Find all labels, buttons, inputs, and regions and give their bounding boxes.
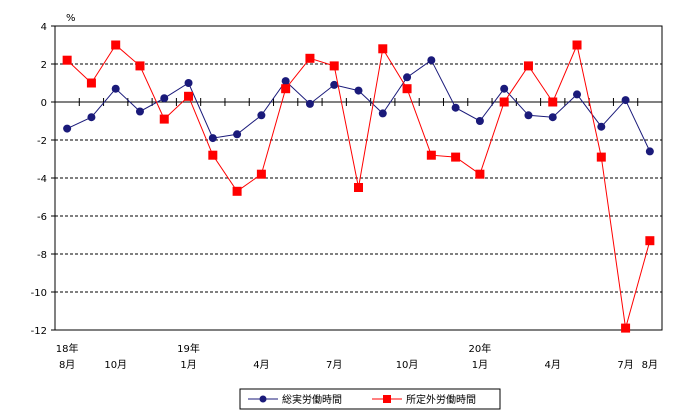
y-tick-label: -4 bbox=[37, 174, 47, 185]
x-axis: 18年 8月 10月 19年 1月 4月 7月 10月 20年 1月 4月 7月 8月 bbox=[54, 98, 663, 371]
x-tick-label-month: 4月 bbox=[545, 359, 561, 371]
x-tick-label-month: 1月 bbox=[472, 359, 488, 371]
x-tick-label-month: 4月 bbox=[253, 359, 269, 371]
data-point bbox=[523, 61, 533, 71]
x-tick-label-month: 7月 bbox=[326, 359, 342, 371]
data-point bbox=[184, 79, 193, 87]
data-point bbox=[548, 113, 557, 122]
data-point bbox=[63, 124, 72, 133]
data-point bbox=[378, 44, 388, 54]
x-tick-label-month: 8月 bbox=[59, 359, 75, 371]
x-tick-label-month: 8月 bbox=[642, 359, 658, 371]
legend-label: 総実労働時間 bbox=[282, 393, 342, 406]
data-point bbox=[572, 40, 582, 50]
data-point bbox=[233, 130, 242, 139]
y-tick-label: -10 bbox=[31, 288, 47, 299]
data-point bbox=[378, 109, 387, 118]
data-point bbox=[645, 147, 654, 156]
data-point bbox=[354, 86, 363, 95]
data-point bbox=[329, 61, 339, 71]
y-axis: 4 2 0 -2 -4 -6 -8 -10 -12 bbox=[31, 22, 55, 337]
data-point bbox=[62, 55, 72, 65]
data-point bbox=[256, 169, 266, 179]
legend-box bbox=[239, 388, 501, 410]
x-tick-label-month: 10月 bbox=[104, 359, 127, 371]
data-point bbox=[257, 111, 266, 120]
data-point bbox=[621, 323, 631, 333]
data-point bbox=[645, 236, 655, 246]
data-point bbox=[305, 99, 314, 108]
legend-label: 所定外労働時間 bbox=[406, 393, 476, 406]
data-point bbox=[524, 111, 533, 120]
data-point bbox=[330, 80, 339, 89]
series-1 bbox=[63, 56, 654, 156]
series-2 bbox=[62, 40, 655, 333]
y-tick-label: 0 bbox=[41, 98, 47, 109]
data-point bbox=[160, 94, 169, 103]
data-point bbox=[305, 53, 315, 63]
legend: 総実労働時間 所定外労働時間 bbox=[239, 388, 501, 410]
legend-marker bbox=[259, 395, 267, 403]
x-tick-label-month: 10月 bbox=[396, 359, 419, 371]
data-point bbox=[111, 40, 121, 50]
data-point bbox=[451, 152, 461, 162]
data-point bbox=[548, 97, 558, 107]
data-point bbox=[208, 134, 217, 143]
data-point bbox=[232, 186, 242, 196]
data-point bbox=[427, 56, 436, 65]
unit-label: % bbox=[66, 13, 76, 24]
x-tick-label-year: 20年 bbox=[469, 342, 492, 355]
data-point bbox=[475, 117, 484, 125]
data-point bbox=[111, 84, 120, 93]
data-point bbox=[596, 152, 606, 162]
x-tick-label-year: 19年 bbox=[177, 342, 200, 355]
data-point bbox=[135, 61, 145, 71]
data-point bbox=[281, 84, 291, 94]
y-tick-label: -2 bbox=[37, 136, 47, 147]
data-point bbox=[281, 77, 290, 86]
y-tick-label: -6 bbox=[37, 212, 47, 223]
data-point bbox=[475, 169, 485, 179]
data-point bbox=[402, 84, 412, 94]
y-tick-label: -12 bbox=[31, 326, 47, 337]
data-point bbox=[208, 150, 218, 160]
series-layer bbox=[62, 40, 655, 333]
data-point bbox=[403, 73, 412, 82]
legend-marker bbox=[383, 395, 391, 403]
data-point bbox=[573, 90, 582, 99]
x-tick-label-month: 1月 bbox=[180, 359, 196, 371]
data-point bbox=[451, 103, 460, 112]
x-tick-label-month: 7月 bbox=[617, 359, 633, 371]
data-point bbox=[426, 150, 436, 160]
x-tick-label-year: 18年 bbox=[56, 342, 79, 355]
data-point bbox=[87, 113, 96, 122]
data-point bbox=[499, 97, 509, 107]
data-point bbox=[597, 122, 606, 131]
y-tick-label: 4 bbox=[41, 22, 47, 33]
data-point bbox=[500, 84, 509, 93]
data-point bbox=[354, 183, 363, 192]
data-point bbox=[159, 114, 169, 124]
data-point bbox=[86, 78, 96, 88]
data-point bbox=[184, 91, 194, 101]
y-tick-label: 2 bbox=[41, 60, 47, 71]
data-point bbox=[135, 107, 144, 116]
y-tick-label: -8 bbox=[37, 250, 47, 261]
data-point bbox=[621, 96, 630, 105]
